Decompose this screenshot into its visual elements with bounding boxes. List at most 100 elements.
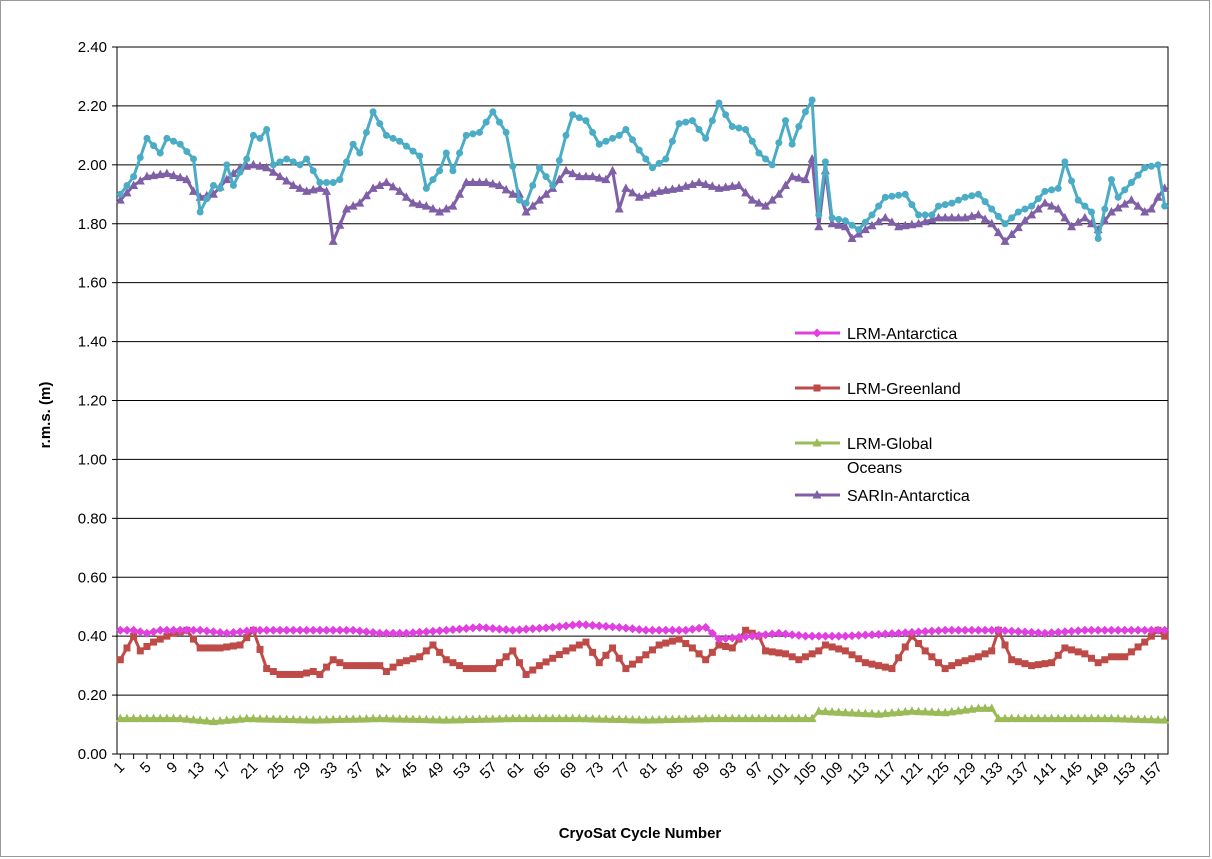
data-point <box>928 653 936 661</box>
data-point <box>840 221 850 231</box>
data-point <box>376 120 384 128</box>
data-point <box>162 713 172 723</box>
data-point <box>655 641 663 649</box>
data-point <box>601 174 611 184</box>
x-tick-label: 57 <box>477 759 501 783</box>
data-point <box>1020 215 1030 225</box>
data-point <box>408 714 418 723</box>
data-point <box>143 134 151 142</box>
legend-item: LRM-Antarctica <box>795 326 957 343</box>
data-point <box>255 713 265 723</box>
data-point <box>429 641 437 649</box>
data-point <box>847 708 857 717</box>
data-point <box>748 137 756 145</box>
data-point <box>362 128 370 136</box>
y-tick-label: 0.00 <box>78 746 107 763</box>
data-point <box>1146 714 1156 724</box>
data-point <box>482 665 490 673</box>
data-point <box>329 656 337 664</box>
data-point <box>323 663 331 671</box>
data-point <box>276 158 284 166</box>
data-point <box>867 708 877 718</box>
data-point <box>1140 625 1150 635</box>
y-tick-label: 1.40 <box>78 334 107 351</box>
data-point <box>742 125 750 133</box>
data-point <box>861 659 869 667</box>
data-point <box>887 629 897 639</box>
data-point <box>295 625 305 635</box>
data-point <box>828 643 836 651</box>
x-tick-label: 153 <box>1110 759 1140 789</box>
series-lrm-antarctica <box>115 619 1170 644</box>
data-point <box>488 178 498 188</box>
data-point <box>615 131 623 139</box>
data-point <box>629 660 637 668</box>
y-tick-label: 2.40 <box>78 39 107 56</box>
data-point <box>1041 187 1049 195</box>
data-point <box>421 201 431 210</box>
data-point <box>529 181 537 189</box>
data-point <box>369 662 377 670</box>
data-point <box>288 180 298 189</box>
y-tick-label: 0.60 <box>78 569 107 586</box>
data-point <box>508 713 518 723</box>
data-point <box>1027 209 1037 219</box>
data-point <box>973 209 983 219</box>
legend-marker <box>812 328 822 338</box>
data-point <box>268 714 278 723</box>
data-point <box>1088 208 1096 216</box>
data-point <box>675 120 683 128</box>
data-point <box>914 706 924 716</box>
data-point <box>754 198 764 207</box>
data-point <box>176 140 184 148</box>
data-point <box>315 625 325 635</box>
data-point <box>389 134 397 142</box>
data-point <box>1114 653 1122 661</box>
data-point <box>682 640 690 648</box>
data-point <box>462 665 470 673</box>
data-point <box>208 627 218 637</box>
data-point <box>395 186 405 195</box>
data-point <box>528 624 538 634</box>
x-tick-label: 113 <box>844 759 873 788</box>
data-point <box>847 233 857 242</box>
data-point <box>1053 627 1063 637</box>
data-point <box>734 713 744 723</box>
legend-item: LRM-Global Oceans <box>795 436 932 477</box>
data-point <box>469 130 477 138</box>
data-point <box>821 641 829 649</box>
data-point <box>987 625 997 635</box>
data-point <box>1106 713 1116 723</box>
data-point <box>1020 713 1030 723</box>
x-tick-label: 21 <box>237 759 261 783</box>
data-point <box>595 140 603 148</box>
data-point <box>1061 644 1069 652</box>
data-point <box>156 635 164 643</box>
data-point <box>554 622 564 632</box>
data-point <box>129 713 139 723</box>
x-tick-label: 29 <box>291 759 315 783</box>
data-point <box>1146 625 1156 635</box>
data-point <box>256 134 264 142</box>
data-point <box>661 714 671 724</box>
data-point <box>436 167 444 175</box>
data-point <box>875 202 883 210</box>
data-point <box>515 659 523 667</box>
data-point <box>935 659 943 667</box>
data-point <box>820 631 830 641</box>
data-point <box>501 184 511 194</box>
data-point <box>1027 713 1037 723</box>
data-point <box>582 638 590 646</box>
data-point <box>635 656 643 664</box>
data-point <box>900 628 910 638</box>
series-unlabeled <box>116 96 1169 242</box>
data-point <box>1027 627 1037 637</box>
series-lrm-global-oceans <box>115 703 1170 726</box>
data-point <box>481 714 491 723</box>
data-point <box>987 218 997 228</box>
data-point <box>1000 626 1010 636</box>
data-point <box>1106 206 1116 216</box>
data-point <box>668 637 676 645</box>
data-point <box>283 155 291 163</box>
data-point <box>116 656 124 664</box>
